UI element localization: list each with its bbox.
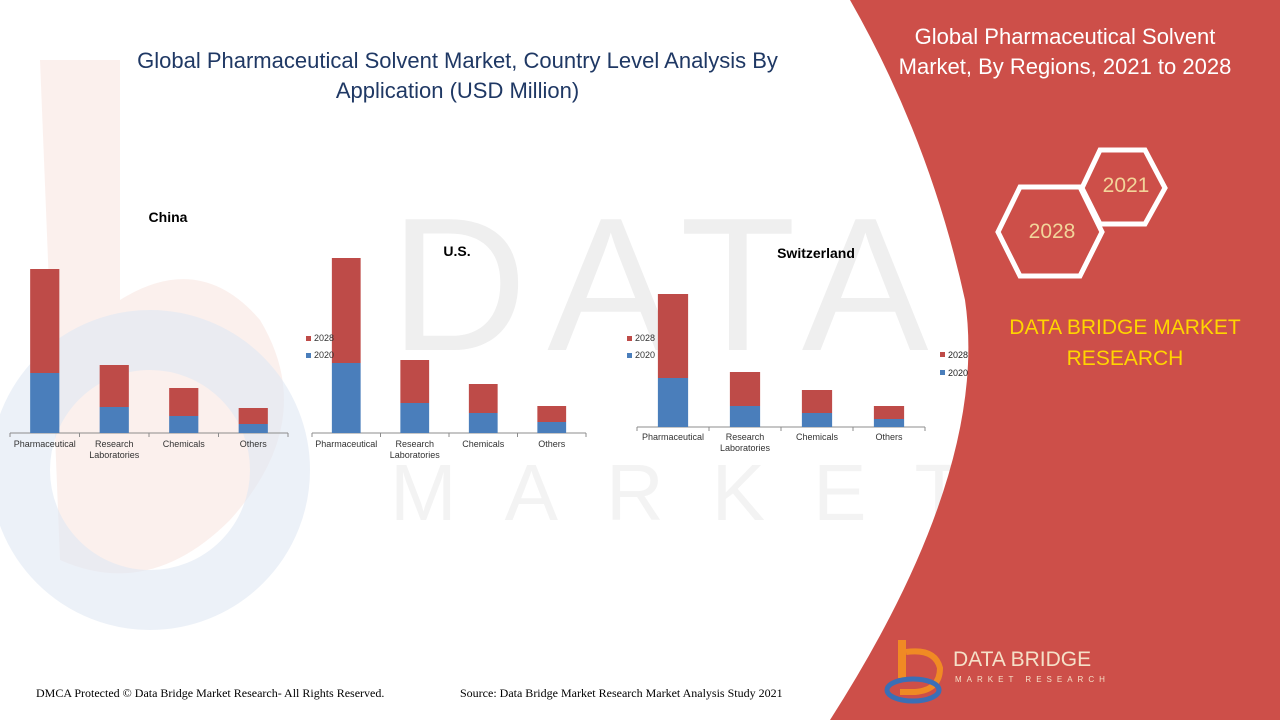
category-label: Laboratories xyxy=(720,443,771,453)
panel-legend: 2028 2020 xyxy=(940,350,968,378)
category-label: Laboratories xyxy=(390,450,441,460)
brand-name: DATA BRIDGE MARKET RESEARCH xyxy=(1009,316,1241,370)
bar-2028-1 xyxy=(729,372,761,406)
chart-title: Switzerland xyxy=(777,245,855,261)
bar-2020-2 xyxy=(801,413,833,427)
category-label: Research xyxy=(95,439,134,449)
bar-2020-0 xyxy=(657,378,689,427)
chart-switzerland: Switzerland Pharmaceutical ResearchLaborat… xyxy=(627,245,926,453)
footer-copyright: DMCA Protected © Data Bridge Market Rese… xyxy=(36,686,385,700)
category-label: Research xyxy=(395,439,434,449)
legend-label-2028: 2028 xyxy=(948,350,968,360)
category-label: Research xyxy=(726,432,765,442)
bar-2028-1 xyxy=(99,365,129,407)
side-panel-title: Global Pharmaceutical Solvent Market, By… xyxy=(898,24,1232,79)
bar-2020-1 xyxy=(400,403,430,433)
legend-label-2020: 2020 xyxy=(635,350,655,360)
bar-2028-0 xyxy=(657,294,689,378)
category-label: Others xyxy=(240,439,268,449)
bar-2020-2 xyxy=(169,416,199,433)
category-label: Pharmaceutical xyxy=(642,432,704,442)
legend-swatch-2020 xyxy=(627,353,632,358)
bar-2020-1 xyxy=(99,407,129,433)
category-label: Pharmaceutical xyxy=(14,439,76,449)
bar-2028-2 xyxy=(468,384,498,413)
hex-year-top: 2021 xyxy=(1102,174,1150,197)
bar-2020-3 xyxy=(873,419,905,427)
bar-2028-0 xyxy=(331,258,361,363)
category-label: Chemicals xyxy=(163,439,206,449)
category-label: Others xyxy=(538,439,566,449)
legend-swatch-2028 xyxy=(306,336,311,341)
bar-2020-2 xyxy=(468,413,498,433)
bar-2028-2 xyxy=(801,390,833,413)
hex-year-bottom: 2028 xyxy=(1028,220,1076,243)
category-label: Pharmaceutical xyxy=(315,439,377,449)
chart-title: U.S. xyxy=(443,243,470,259)
legend-label-2028: 2028 xyxy=(635,333,655,343)
legend-label-2020: 2020 xyxy=(314,350,334,360)
category-label: Chemicals xyxy=(462,439,505,449)
bar-2020-0 xyxy=(30,373,60,433)
legend-label-2028: 2028 xyxy=(314,333,334,343)
category-label: Chemicals xyxy=(796,432,839,442)
logo-subtext: MARKET RESEARCH xyxy=(955,675,1110,684)
category-label: Others xyxy=(875,432,903,442)
logo-text: DATA BRIDGE xyxy=(953,648,1092,671)
legend-swatch-2020 xyxy=(940,370,945,375)
legend-label-2020: 2020 xyxy=(948,368,968,378)
bar-2020-3 xyxy=(238,424,268,433)
bar-2028-1 xyxy=(400,360,430,403)
page-title: Global Pharmaceutical Solvent Market, Co… xyxy=(137,48,778,103)
bar-2020-0 xyxy=(331,363,361,433)
bar-2020-3 xyxy=(537,422,567,433)
bar-2028-2 xyxy=(169,388,199,416)
legend-swatch-2028 xyxy=(627,336,632,341)
chart-title: China xyxy=(149,209,188,225)
category-label: Laboratories xyxy=(89,450,140,460)
legend-swatch-2020 xyxy=(306,353,311,358)
bar-2020-1 xyxy=(729,406,761,427)
bar-2028-3 xyxy=(238,408,268,424)
bar-2028-3 xyxy=(537,406,567,422)
bar-2028-3 xyxy=(873,406,905,419)
footer-source: Source: Data Bridge Market Research Mark… xyxy=(460,686,783,700)
bar-2028-0 xyxy=(30,269,60,373)
legend-swatch-2028 xyxy=(940,352,945,357)
